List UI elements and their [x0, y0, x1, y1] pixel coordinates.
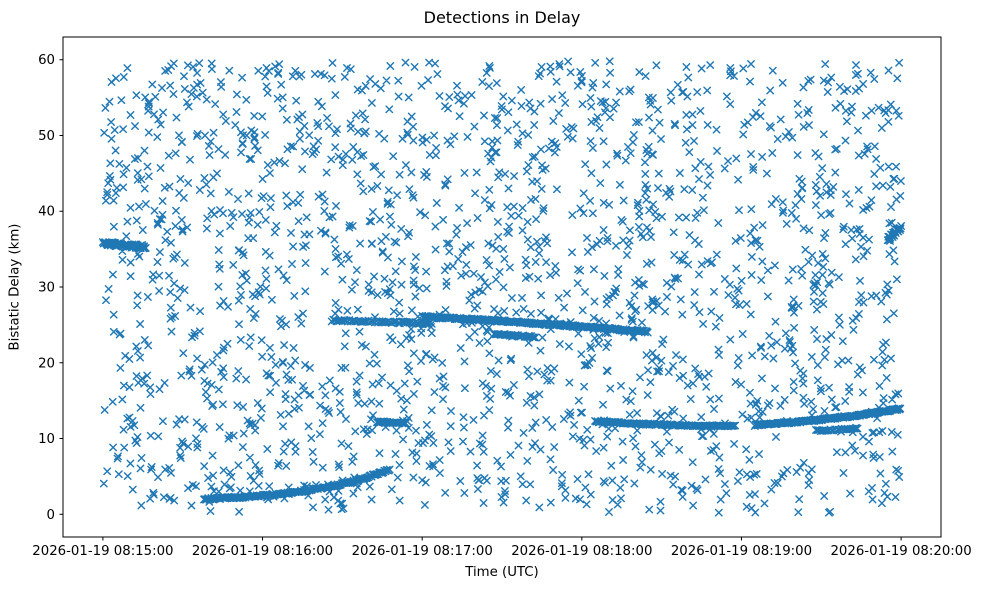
y-tick-label: 0	[47, 508, 55, 523]
track-rising-track-right	[750, 404, 905, 430]
y-tick-label: 30	[38, 281, 55, 296]
y-tick-label: 10	[38, 432, 55, 447]
y-tick-label: 50	[38, 129, 55, 144]
axes-frame	[62, 36, 942, 538]
y-tick-label: 60	[38, 53, 55, 68]
track-segment-11km	[812, 424, 862, 435]
track-right-cluster-37km	[883, 222, 905, 245]
x-tick-label: 2026-01-19 08:17:00	[352, 544, 493, 559]
track-mid-track-25km-b	[418, 311, 652, 337]
y-tick-label: 20	[38, 356, 55, 371]
x-tick-label: 2026-01-19 08:19:00	[671, 544, 812, 559]
track-dip-track-12km	[591, 417, 739, 431]
track-mid-track-25km-a	[327, 315, 436, 329]
x-tick-label: 2026-01-19 08:20:00	[830, 544, 971, 559]
x-tick-label: 2026-01-19 08:18:00	[511, 544, 652, 559]
x-tick-label: 2026-01-19 08:16:00	[192, 544, 333, 559]
chart-title: Detections in Delay	[423, 8, 581, 27]
y-axis-label: Bistatic Delay (km)	[7, 223, 23, 351]
track-segment-23km	[490, 330, 540, 342]
track-segment-12km-mid	[373, 417, 410, 428]
noise-detections	[99, 57, 905, 517]
y-tick-label: 40	[38, 205, 55, 220]
x-axis-label: Time (UTC)	[465, 565, 539, 580]
track-left-cluster-35km	[99, 238, 149, 253]
x-tick-label: 2026-01-19 08:15:00	[32, 544, 173, 559]
track-rising-track-low	[200, 465, 394, 504]
